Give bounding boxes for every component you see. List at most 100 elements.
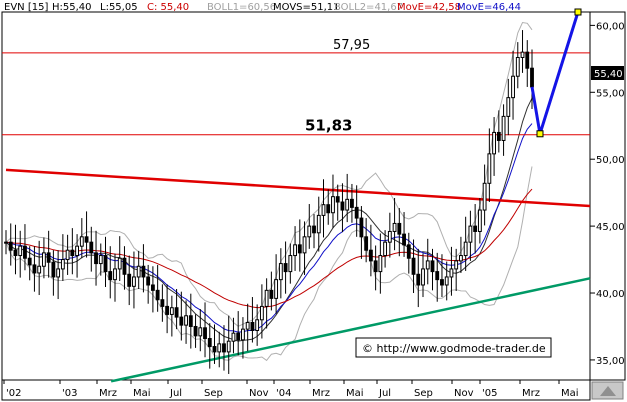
candle-body xyxy=(501,115,506,141)
header-close: C: 55,40 xyxy=(147,2,189,13)
candle-body xyxy=(302,236,307,254)
candle-body xyxy=(515,56,520,77)
candle-body xyxy=(136,265,141,278)
header-boll2: BOLL2=41,67 xyxy=(334,2,403,13)
moving-averages xyxy=(5,97,533,342)
candle-body xyxy=(335,196,340,203)
candle-body xyxy=(13,249,18,257)
candle-body xyxy=(75,245,80,257)
candle-body xyxy=(212,346,217,353)
candle-body xyxy=(449,268,454,278)
candle-body xyxy=(27,257,32,266)
level-label-0: 57,95 xyxy=(333,38,370,53)
candle-body xyxy=(473,225,478,232)
candle-body xyxy=(326,204,331,214)
x-tick-label: Sep xyxy=(414,388,433,399)
candle-body xyxy=(378,255,383,273)
candle-body xyxy=(150,284,155,291)
candle-body xyxy=(340,201,345,211)
watermark-text: © http://www.godmode-trader.de xyxy=(362,342,546,355)
header-move-red: MovE=42,58 xyxy=(397,2,461,13)
candle-body xyxy=(79,236,84,247)
candle-body xyxy=(236,332,241,341)
x-tick-label: Jul xyxy=(169,388,182,399)
bollinger-upper-line xyxy=(5,21,533,327)
candle-body xyxy=(383,241,388,257)
candle-body xyxy=(425,260,430,270)
x-tick-label: Jul xyxy=(378,388,391,399)
x-tick-label: '04 xyxy=(276,388,291,399)
candle-body xyxy=(364,236,369,251)
candle-body xyxy=(94,252,98,265)
candle-body xyxy=(259,305,264,321)
resistance-trendline xyxy=(5,168,591,208)
header-movs: MOVS=51,11 xyxy=(273,2,340,13)
candle-body xyxy=(250,321,255,331)
candle-body xyxy=(217,343,222,353)
candle-body xyxy=(274,279,279,299)
candle-body xyxy=(487,153,492,184)
candle-body xyxy=(288,255,293,273)
candle-body xyxy=(307,225,312,238)
bollinger-lower-line xyxy=(5,166,533,362)
candle-body xyxy=(411,257,416,275)
header-symbol: EVN [15] xyxy=(4,2,48,13)
candle-body xyxy=(141,265,146,278)
support-trendline xyxy=(110,277,591,383)
candle-body xyxy=(269,289,274,299)
candle-body xyxy=(402,233,406,246)
candle-body xyxy=(477,209,482,232)
candle-body xyxy=(387,230,392,243)
candlestick-series xyxy=(4,30,534,374)
y-axis-ticks: 35,00 40,00 45,00 50,00 55,00 60,00 xyxy=(590,21,625,367)
candle-body xyxy=(41,252,46,267)
candle-body xyxy=(316,214,321,234)
candle-body xyxy=(23,245,27,259)
candle-body xyxy=(264,289,269,307)
candle-body xyxy=(32,264,37,274)
x-tick-label: Nov xyxy=(249,388,269,399)
candle-body xyxy=(222,343,226,353)
candle-body xyxy=(179,316,184,326)
plot-area xyxy=(1,11,591,381)
candle-body xyxy=(65,249,70,261)
candle-body xyxy=(37,265,42,274)
candle-body xyxy=(231,332,236,342)
candle-body xyxy=(454,260,459,270)
candle-body xyxy=(70,249,75,257)
ema-blue-line xyxy=(5,123,533,333)
candle-body xyxy=(392,222,397,232)
projection xyxy=(530,8,582,138)
candle-body xyxy=(520,51,525,58)
candle-body xyxy=(373,260,378,273)
candle-body xyxy=(435,271,440,281)
candle-body xyxy=(132,276,136,287)
candle-body xyxy=(463,241,468,257)
candle-body xyxy=(530,67,534,88)
header-legend: EVN [15] H:55,40 L:55,05 C: 55,40 BOLL1=… xyxy=(4,2,521,13)
y-tick-label: 35,00 xyxy=(596,356,625,367)
candle-body xyxy=(350,198,354,208)
x-tick-label: '02 xyxy=(6,388,21,399)
candle-body xyxy=(297,244,302,254)
candle-body xyxy=(60,259,65,270)
candle-body xyxy=(207,338,212,348)
candle-body xyxy=(283,263,288,273)
candle-body xyxy=(421,268,425,286)
y-tick-label: 40,00 xyxy=(596,289,625,300)
bollinger-bands xyxy=(5,21,533,362)
y-tick-label: 60,00 xyxy=(596,21,625,32)
y-tick-label: 50,00 xyxy=(596,155,625,166)
candle-body xyxy=(345,198,350,211)
candle-body xyxy=(89,241,94,254)
candle-body xyxy=(368,249,373,262)
projection-node-low xyxy=(536,130,544,138)
candle-body xyxy=(193,325,198,337)
candle-body xyxy=(468,225,473,243)
x-tick-label: '03 xyxy=(62,388,77,399)
candle-body xyxy=(188,315,193,327)
candle-body xyxy=(108,271,113,281)
candle-body xyxy=(8,241,13,251)
